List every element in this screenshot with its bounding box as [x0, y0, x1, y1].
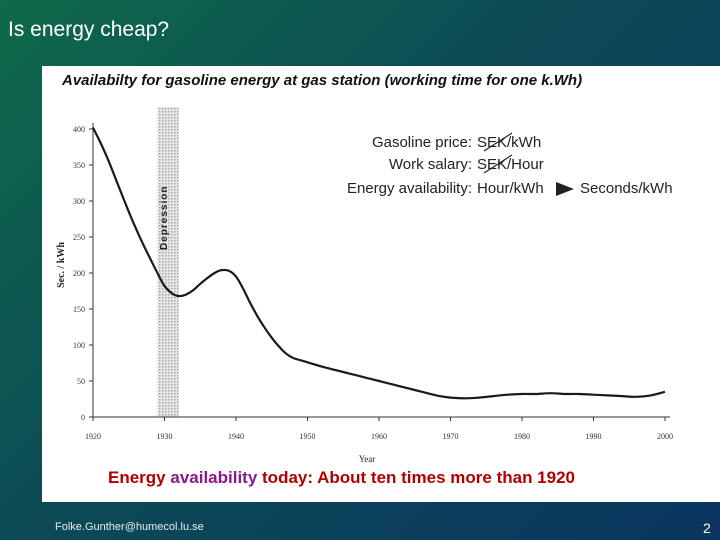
footer-email: Folke.Gunther@humecol.lu.se	[55, 521, 204, 533]
chart-panel	[42, 66, 720, 502]
y-tick-label: 50	[77, 377, 85, 386]
y-tick-label: 400	[73, 125, 85, 134]
strike-mark	[483, 132, 513, 152]
summary-statement: Energy availability today: About ten tim…	[108, 468, 575, 488]
chart-heading-rest: for gasoline energy at gas station (work…	[137, 72, 583, 89]
chart-heading-keyword: Availabilty	[62, 72, 138, 89]
arrow-right-icon	[556, 182, 574, 196]
depression-band	[157, 107, 179, 417]
legend-salary-label: Work salary:	[389, 156, 472, 173]
y-tick-label: 100	[73, 341, 85, 350]
x-axis-label: Year	[359, 454, 376, 464]
x-tick-label: 1970	[443, 432, 459, 441]
y-axis-label: Sec. / kWh	[56, 242, 67, 288]
x-tick-label: 1920	[85, 432, 101, 441]
depression-label: Depression	[159, 186, 170, 250]
strike-mark	[483, 154, 513, 174]
y-tick-label: 350	[73, 161, 85, 170]
y-tick-label: 300	[73, 197, 85, 206]
page-number: 2	[703, 520, 711, 536]
x-tick-label: 1960	[371, 432, 387, 441]
legend-availability-unit: Hour/kWh	[477, 180, 544, 197]
legend-availability-label: Energy availability:	[347, 180, 472, 197]
x-tick-label: 1930	[157, 432, 173, 441]
unit-legend: Gasoline price: SEK/kWh Work salary: SEK…	[347, 132, 673, 197]
legend-gas-price-unit: SEK/kWh	[477, 134, 541, 151]
x-tick-label: 1990	[586, 432, 602, 441]
x-tick-label: 1980	[514, 432, 530, 441]
y-tick-label: 0	[81, 413, 85, 422]
summary-part1: Energy	[108, 468, 171, 487]
y-tick-label: 200	[73, 269, 85, 278]
energy-availability-line	[92, 127, 666, 400]
legend-salary-unit: SEK/Hour	[477, 156, 544, 173]
slide-title: Is energy cheap?	[8, 18, 170, 41]
summary-highlight: availability	[170, 468, 258, 487]
chart-heading: Availabilty for gasoline energy at gas s…	[62, 72, 582, 89]
summary-part3: today: About ten times more than 1920	[257, 468, 576, 487]
legend-new-unit: Seconds/kWh	[580, 180, 673, 197]
x-tick-label: 1950	[300, 432, 316, 441]
y-tick-label: 250	[73, 233, 85, 242]
y-tick-label: 150	[73, 305, 85, 314]
legend-gas-price-label: Gasoline price:	[372, 134, 472, 151]
x-tick-label: 1940	[228, 432, 244, 441]
x-tick-label: 2000	[657, 432, 673, 441]
